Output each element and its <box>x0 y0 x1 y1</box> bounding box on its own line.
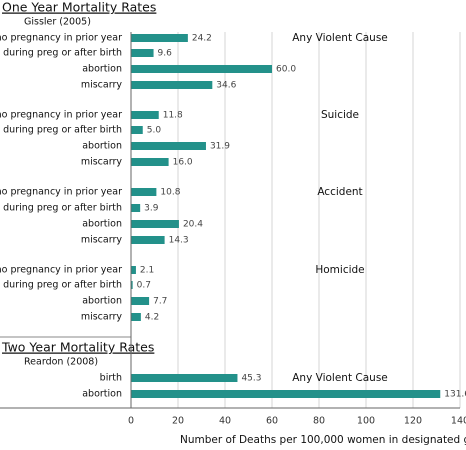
tick-label: 60 <box>266 416 278 427</box>
value-label: 131.6 <box>444 390 466 400</box>
tick-label: 100 <box>357 416 375 427</box>
value-label: 45.3 <box>241 374 261 384</box>
value-label: 20.4 <box>183 220 203 230</box>
category-label: during preg or after birth <box>3 203 122 214</box>
bar <box>131 158 169 166</box>
category-label: miscarry <box>81 157 123 168</box>
category-label: during preg or after birth <box>3 280 122 291</box>
bar <box>131 142 206 150</box>
category-label: during preg or after birth <box>3 125 122 136</box>
bar <box>131 297 150 305</box>
value-label: 34.6 <box>216 81 236 91</box>
bar <box>131 390 441 398</box>
value-label: 11.8 <box>163 111 183 121</box>
category-label: abortion <box>82 141 122 152</box>
value-label: 10.8 <box>160 188 180 198</box>
category-label: no pregnancy in prior year <box>0 110 122 121</box>
section-source: Gissler (2005) <box>24 17 91 28</box>
value-label: 4.2 <box>145 313 159 323</box>
value-label: 7.7 <box>153 297 167 307</box>
bar <box>131 220 179 228</box>
bar <box>131 374 238 382</box>
category-label: birth <box>100 373 122 384</box>
bar <box>131 34 188 42</box>
group-label: Any Violent Cause <box>292 32 388 44</box>
tick-label: 120 <box>404 416 422 427</box>
value-label: 0.7 <box>137 281 151 291</box>
category-label: miscarry <box>81 235 123 246</box>
group-label: Any Violent Cause <box>292 372 388 384</box>
bar <box>131 281 133 289</box>
value-label: 31.9 <box>210 142 230 152</box>
category-label: abortion <box>82 296 122 307</box>
bar <box>131 111 159 119</box>
tick-label: 20 <box>172 416 184 427</box>
category-label: during preg or after birth <box>3 48 122 59</box>
group-label: Accident <box>317 186 362 198</box>
value-label: 3.9 <box>144 204 159 214</box>
x-axis-label: Number of Deaths per 100,000 women in de… <box>180 434 466 446</box>
bar <box>131 236 165 244</box>
bar <box>131 188 157 196</box>
value-label: 60.0 <box>276 65 296 75</box>
category-label: miscarry <box>81 312 123 323</box>
tick-label: 0 <box>128 416 134 427</box>
value-label: 14.3 <box>169 236 189 246</box>
value-label: 2.1 <box>140 266 154 276</box>
tick-label: 140 <box>451 416 466 427</box>
value-label: 9.6 <box>158 49 173 59</box>
category-label: abortion <box>82 219 122 230</box>
bar <box>131 49 154 57</box>
bar <box>131 126 143 134</box>
section-title: One Year Mortality Rates <box>2 0 156 15</box>
category-label: abortion <box>82 64 122 75</box>
category-label: no pregnancy in prior year <box>0 187 122 198</box>
value-label: 24.2 <box>192 34 212 44</box>
group-label: Suicide <box>321 109 359 121</box>
bar <box>131 266 136 274</box>
bar <box>131 204 141 212</box>
section-title: Two Year Mortality Rates <box>1 340 154 355</box>
bar <box>131 313 141 321</box>
group-label: Homicide <box>315 264 364 276</box>
tick-label: 80 <box>313 416 325 427</box>
value-label: 16.0 <box>173 158 193 168</box>
tick-label: 40 <box>219 416 231 427</box>
bar <box>131 81 213 89</box>
value-label: 5.0 <box>147 126 162 136</box>
section-source: Reardon (2008) <box>24 357 98 368</box>
category-label: no pregnancy in prior year <box>0 265 122 276</box>
category-label: no pregnancy in prior year <box>0 33 122 44</box>
category-label: abortion <box>82 389 122 400</box>
category-label: miscarry <box>81 80 123 91</box>
bar <box>131 65 272 73</box>
